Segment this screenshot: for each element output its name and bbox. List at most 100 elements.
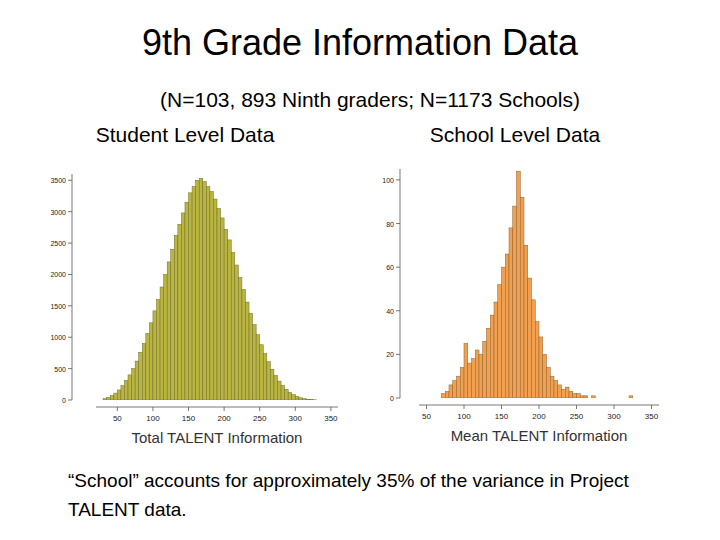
bar bbox=[472, 359, 476, 398]
bar bbox=[263, 354, 267, 400]
x-tick-label: 50 bbox=[113, 414, 122, 423]
x-tick bbox=[259, 407, 260, 411]
x-axis-label: Mean TALENT Information bbox=[451, 427, 628, 444]
bar bbox=[607, 398, 611, 399]
y-tick-label: 0 bbox=[62, 397, 66, 404]
bar bbox=[505, 254, 509, 398]
bar bbox=[174, 236, 178, 400]
y-tick bbox=[396, 310, 400, 311]
bar bbox=[622, 398, 626, 399]
y-tick bbox=[396, 267, 400, 268]
bar bbox=[139, 352, 143, 400]
x-tick bbox=[295, 407, 296, 411]
bar bbox=[146, 333, 150, 400]
y-tick-label: 20 bbox=[386, 351, 394, 358]
bar bbox=[524, 245, 528, 398]
bar bbox=[224, 229, 228, 400]
y-tick-label: 40 bbox=[386, 308, 394, 315]
bar bbox=[460, 367, 464, 398]
x-tick bbox=[224, 407, 225, 411]
bar bbox=[221, 218, 225, 400]
bar bbox=[135, 361, 139, 400]
bar bbox=[558, 385, 562, 398]
y-tick-label: 60 bbox=[386, 264, 394, 271]
bar bbox=[256, 335, 260, 400]
y-tick-label: 1500 bbox=[50, 303, 66, 310]
bar bbox=[517, 171, 521, 398]
bar bbox=[274, 376, 278, 400]
y-tick bbox=[68, 180, 72, 181]
x-tick-label: 150 bbox=[182, 414, 196, 423]
bar bbox=[449, 385, 453, 398]
bar bbox=[167, 262, 171, 400]
bar bbox=[231, 252, 235, 400]
bar bbox=[487, 328, 491, 398]
x-tick-label: 250 bbox=[253, 414, 267, 423]
y-tick-label: 100 bbox=[382, 177, 394, 184]
x-tick-label: 300 bbox=[607, 412, 621, 421]
y-tick-label: 80 bbox=[386, 221, 394, 228]
bar bbox=[171, 249, 175, 400]
bar bbox=[483, 341, 487, 398]
y-tick bbox=[396, 179, 400, 180]
bar bbox=[260, 345, 264, 400]
y-tick bbox=[68, 337, 72, 338]
y-tick-label: 3000 bbox=[50, 209, 66, 216]
bar bbox=[199, 178, 203, 400]
bar bbox=[625, 398, 629, 399]
bar bbox=[149, 323, 153, 400]
bar bbox=[539, 337, 543, 398]
bar bbox=[502, 267, 506, 398]
bar bbox=[535, 322, 539, 398]
x-axis bbox=[96, 407, 338, 408]
y-tick bbox=[396, 354, 400, 355]
y-tick-label: 2500 bbox=[50, 240, 66, 247]
bar bbox=[249, 313, 253, 400]
slide-title: 9th Grade Information Data bbox=[0, 22, 720, 64]
x-tick-label: 200 bbox=[532, 412, 546, 421]
bar bbox=[468, 363, 472, 398]
bar bbox=[528, 278, 532, 398]
bar bbox=[210, 192, 214, 400]
y-tick-label: 1000 bbox=[50, 334, 66, 341]
bar bbox=[132, 369, 136, 400]
bar bbox=[114, 393, 118, 400]
bar bbox=[629, 396, 633, 398]
bar bbox=[107, 397, 111, 400]
x-tick-label: 300 bbox=[289, 414, 303, 423]
x-tick-label: 100 bbox=[457, 412, 471, 421]
bar bbox=[550, 376, 554, 398]
bar bbox=[313, 399, 317, 400]
bar bbox=[513, 206, 517, 398]
bar bbox=[192, 187, 196, 400]
x-tick bbox=[651, 405, 652, 409]
bar bbox=[569, 391, 573, 398]
bar bbox=[577, 394, 581, 398]
y-tick-label: 3500 bbox=[50, 177, 66, 184]
y-tick bbox=[68, 274, 72, 275]
y-tick bbox=[68, 211, 72, 212]
y-tick-label: 500 bbox=[54, 366, 66, 373]
bar bbox=[196, 180, 200, 400]
x-tick-label: 150 bbox=[495, 412, 509, 421]
bar bbox=[588, 398, 592, 399]
bar bbox=[445, 391, 449, 398]
bar bbox=[453, 381, 457, 398]
bar bbox=[562, 389, 566, 398]
x-tick-label: 50 bbox=[422, 412, 431, 421]
charts: Student Level Data0500100015002000250030… bbox=[0, 0, 720, 540]
x-tick-label: 350 bbox=[645, 412, 659, 421]
chart-title: Student Level Data bbox=[96, 123, 275, 146]
x-tick bbox=[330, 407, 331, 411]
x-tick bbox=[117, 407, 118, 411]
bar bbox=[285, 389, 289, 400]
bar bbox=[178, 224, 182, 400]
bar bbox=[217, 209, 221, 400]
x-tick-label: 250 bbox=[570, 412, 584, 421]
bars bbox=[442, 171, 633, 398]
x-tick bbox=[576, 405, 577, 409]
bar bbox=[142, 344, 146, 401]
bar bbox=[121, 386, 125, 400]
bar bbox=[490, 315, 494, 398]
bar bbox=[603, 398, 607, 399]
